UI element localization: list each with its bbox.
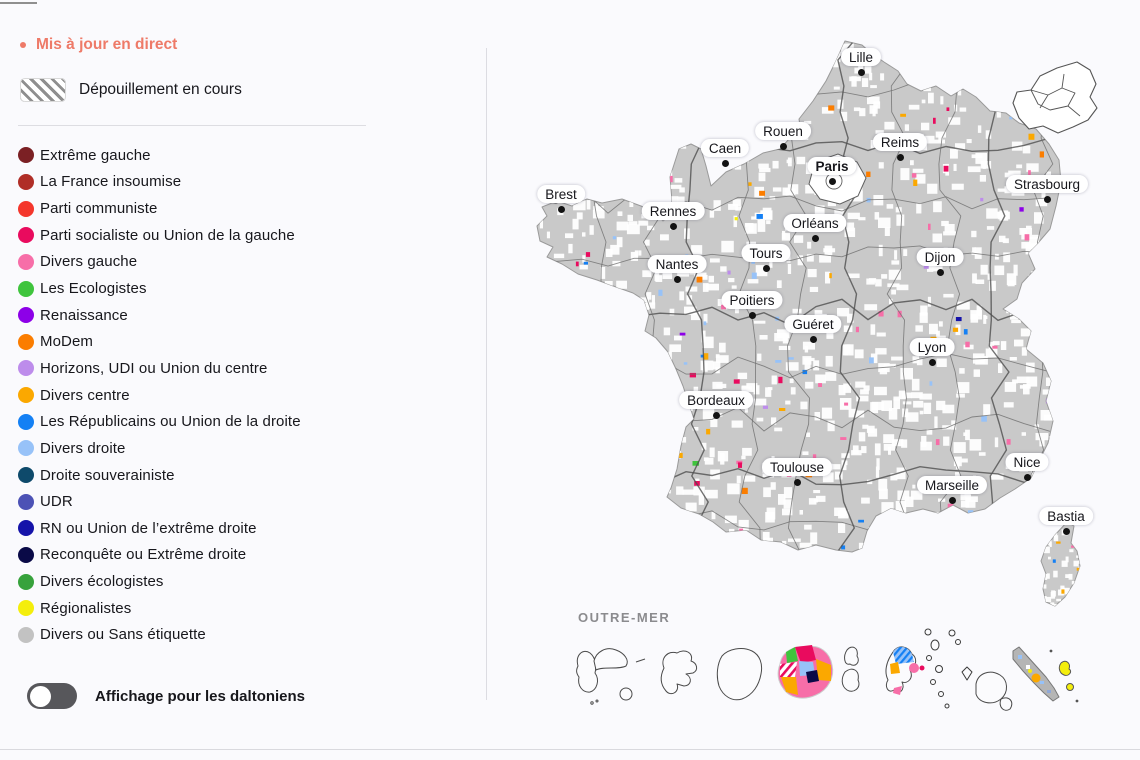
party-color-dot bbox=[18, 200, 34, 217]
legend-item-reconquete-ou-extreme-droite: Reconquête ou Extrême droite bbox=[18, 542, 301, 569]
party-color-dot bbox=[18, 227, 34, 244]
party-label: Renaissance bbox=[40, 306, 128, 324]
live-status-label: Mis à jour en direct bbox=[36, 36, 178, 53]
party-color-dot bbox=[18, 520, 34, 537]
party-label: Les Ecologistes bbox=[40, 280, 147, 298]
party-label: Divers gauche bbox=[40, 253, 138, 271]
party-color-dot bbox=[18, 493, 34, 510]
party-color-dot bbox=[18, 626, 34, 643]
party-label: Divers écologistes bbox=[40, 573, 164, 591]
party-label: MoDem bbox=[40, 333, 94, 351]
counting-legend: Dépouillement en cours bbox=[20, 78, 242, 102]
party-color-dot bbox=[18, 413, 34, 430]
top-edge-line bbox=[0, 2, 37, 4]
territory-guyane[interactable] bbox=[716, 648, 763, 701]
metropolitan-france[interactable] bbox=[530, 34, 1086, 611]
legend-item-extreme-gauche: Extrême gauche bbox=[18, 142, 301, 169]
overseas-section-label: OUTRE-MER bbox=[578, 610, 671, 625]
legend-item-divers-gauche: Divers gauche bbox=[18, 249, 301, 276]
legend-item-parti-communiste: Parti communiste bbox=[18, 195, 301, 222]
party-label: La France insoumise bbox=[40, 173, 182, 191]
party-label: RN ou Union de l’extrême droite bbox=[40, 519, 257, 537]
live-dot-icon bbox=[20, 42, 26, 48]
party-label: Les Républicains ou Union de la droite bbox=[40, 413, 301, 431]
party-label: Reconquête ou Extrême droite bbox=[40, 546, 247, 564]
party-label: Horizons, UDI ou Union du centre bbox=[40, 359, 268, 377]
territory-nouvelle-caledonie[interactable] bbox=[1012, 646, 1079, 703]
legend-item-divers-ecologistes: Divers écologistes bbox=[18, 568, 301, 595]
panel-divider bbox=[486, 48, 487, 700]
party-color-dot bbox=[18, 360, 34, 377]
colorblind-toggle-label: Affichage pour les daltoniens bbox=[95, 687, 306, 705]
party-color-dot bbox=[18, 440, 34, 457]
overseas-territories bbox=[576, 628, 1079, 711]
legend-item-la-france-insoumise: La France insoumise bbox=[18, 169, 301, 196]
legend-item-renaissance: Renaissance bbox=[18, 302, 301, 329]
counting-label: Dépouillement en cours bbox=[79, 81, 242, 98]
party-label: Droite souverainiste bbox=[40, 466, 175, 484]
territory-polynesie[interactable] bbox=[924, 628, 973, 709]
party-color-dot bbox=[18, 573, 34, 590]
party-color-dot bbox=[18, 173, 34, 190]
party-label: Divers centre bbox=[40, 386, 130, 404]
party-label: UDR bbox=[40, 493, 73, 511]
legend-item-parti-socialiste-ou-union-de-la-gauche: Parti socialiste ou Union de la gauche bbox=[18, 222, 301, 249]
legend-item-divers-centre: Divers centre bbox=[18, 382, 301, 409]
party-color-dot bbox=[18, 253, 34, 270]
territory-saint-pierre-et-miquelon[interactable] bbox=[841, 646, 860, 692]
party-color-dot bbox=[18, 467, 34, 483]
party-label: Parti socialiste ou Union de la gauche bbox=[40, 226, 295, 244]
party-color-dot bbox=[18, 333, 34, 350]
colorblind-toggle-row: Affichage pour les daltoniens bbox=[27, 683, 305, 709]
party-color-dot bbox=[18, 307, 34, 324]
legend-item-les-ecologistes: Les Ecologistes bbox=[18, 275, 301, 302]
party-color-dot bbox=[18, 387, 34, 404]
party-label: Divers droite bbox=[40, 439, 126, 457]
hatch-swatch-icon bbox=[20, 78, 66, 102]
legend-item-divers-ou-sans-etiquette: Divers ou Sans étiquette bbox=[18, 622, 301, 649]
legend-item-horizons-udi-ou-union-du-centre: Horizons, UDI ou Union du centre bbox=[18, 355, 301, 382]
legend-divider bbox=[18, 125, 366, 126]
colorblind-toggle[interactable] bbox=[27, 683, 77, 709]
party-label: Extrême gauche bbox=[40, 146, 151, 164]
party-color-dot bbox=[18, 600, 34, 617]
party-label: Divers ou Sans étiquette bbox=[40, 626, 206, 644]
party-color-dot bbox=[18, 147, 34, 164]
territory-martinique[interactable] bbox=[660, 650, 698, 695]
toggle-knob bbox=[30, 685, 51, 707]
legend-item-divers-droite: Divers droite bbox=[18, 435, 301, 462]
territory-wallis-et-futuna[interactable] bbox=[975, 671, 1013, 711]
legend-item-modem: MoDem bbox=[18, 328, 301, 355]
legend-item-regionalistes: Régionalistes bbox=[18, 595, 301, 622]
party-color-dot bbox=[18, 546, 34, 563]
party-color-dot bbox=[18, 280, 34, 297]
territory-mayotte[interactable] bbox=[885, 646, 925, 695]
idf-inset-map[interactable] bbox=[1012, 61, 1098, 134]
party-label: Régionalistes bbox=[40, 599, 132, 617]
legend-item-les-republicains-ou-union-de-la-droite: Les Républicains ou Union de la droite bbox=[18, 408, 301, 435]
party-legend: Extrême gauche La France insoumise Parti c… bbox=[18, 142, 301, 648]
legend-item-rn-ou-union-de-l-extreme-droite: RN ou Union de l’extrême droite bbox=[18, 515, 301, 542]
legend-item-udr: UDR bbox=[18, 488, 301, 515]
legend-item-droite-souverainiste: Droite souverainiste bbox=[18, 462, 301, 489]
live-status: Mis à jour en direct bbox=[20, 36, 177, 54]
party-label: Parti communiste bbox=[40, 200, 158, 218]
territory-la-reunion[interactable] bbox=[777, 645, 834, 699]
bottom-divider bbox=[0, 749, 1140, 750]
territory-guadeloupe[interactable] bbox=[576, 648, 646, 705]
